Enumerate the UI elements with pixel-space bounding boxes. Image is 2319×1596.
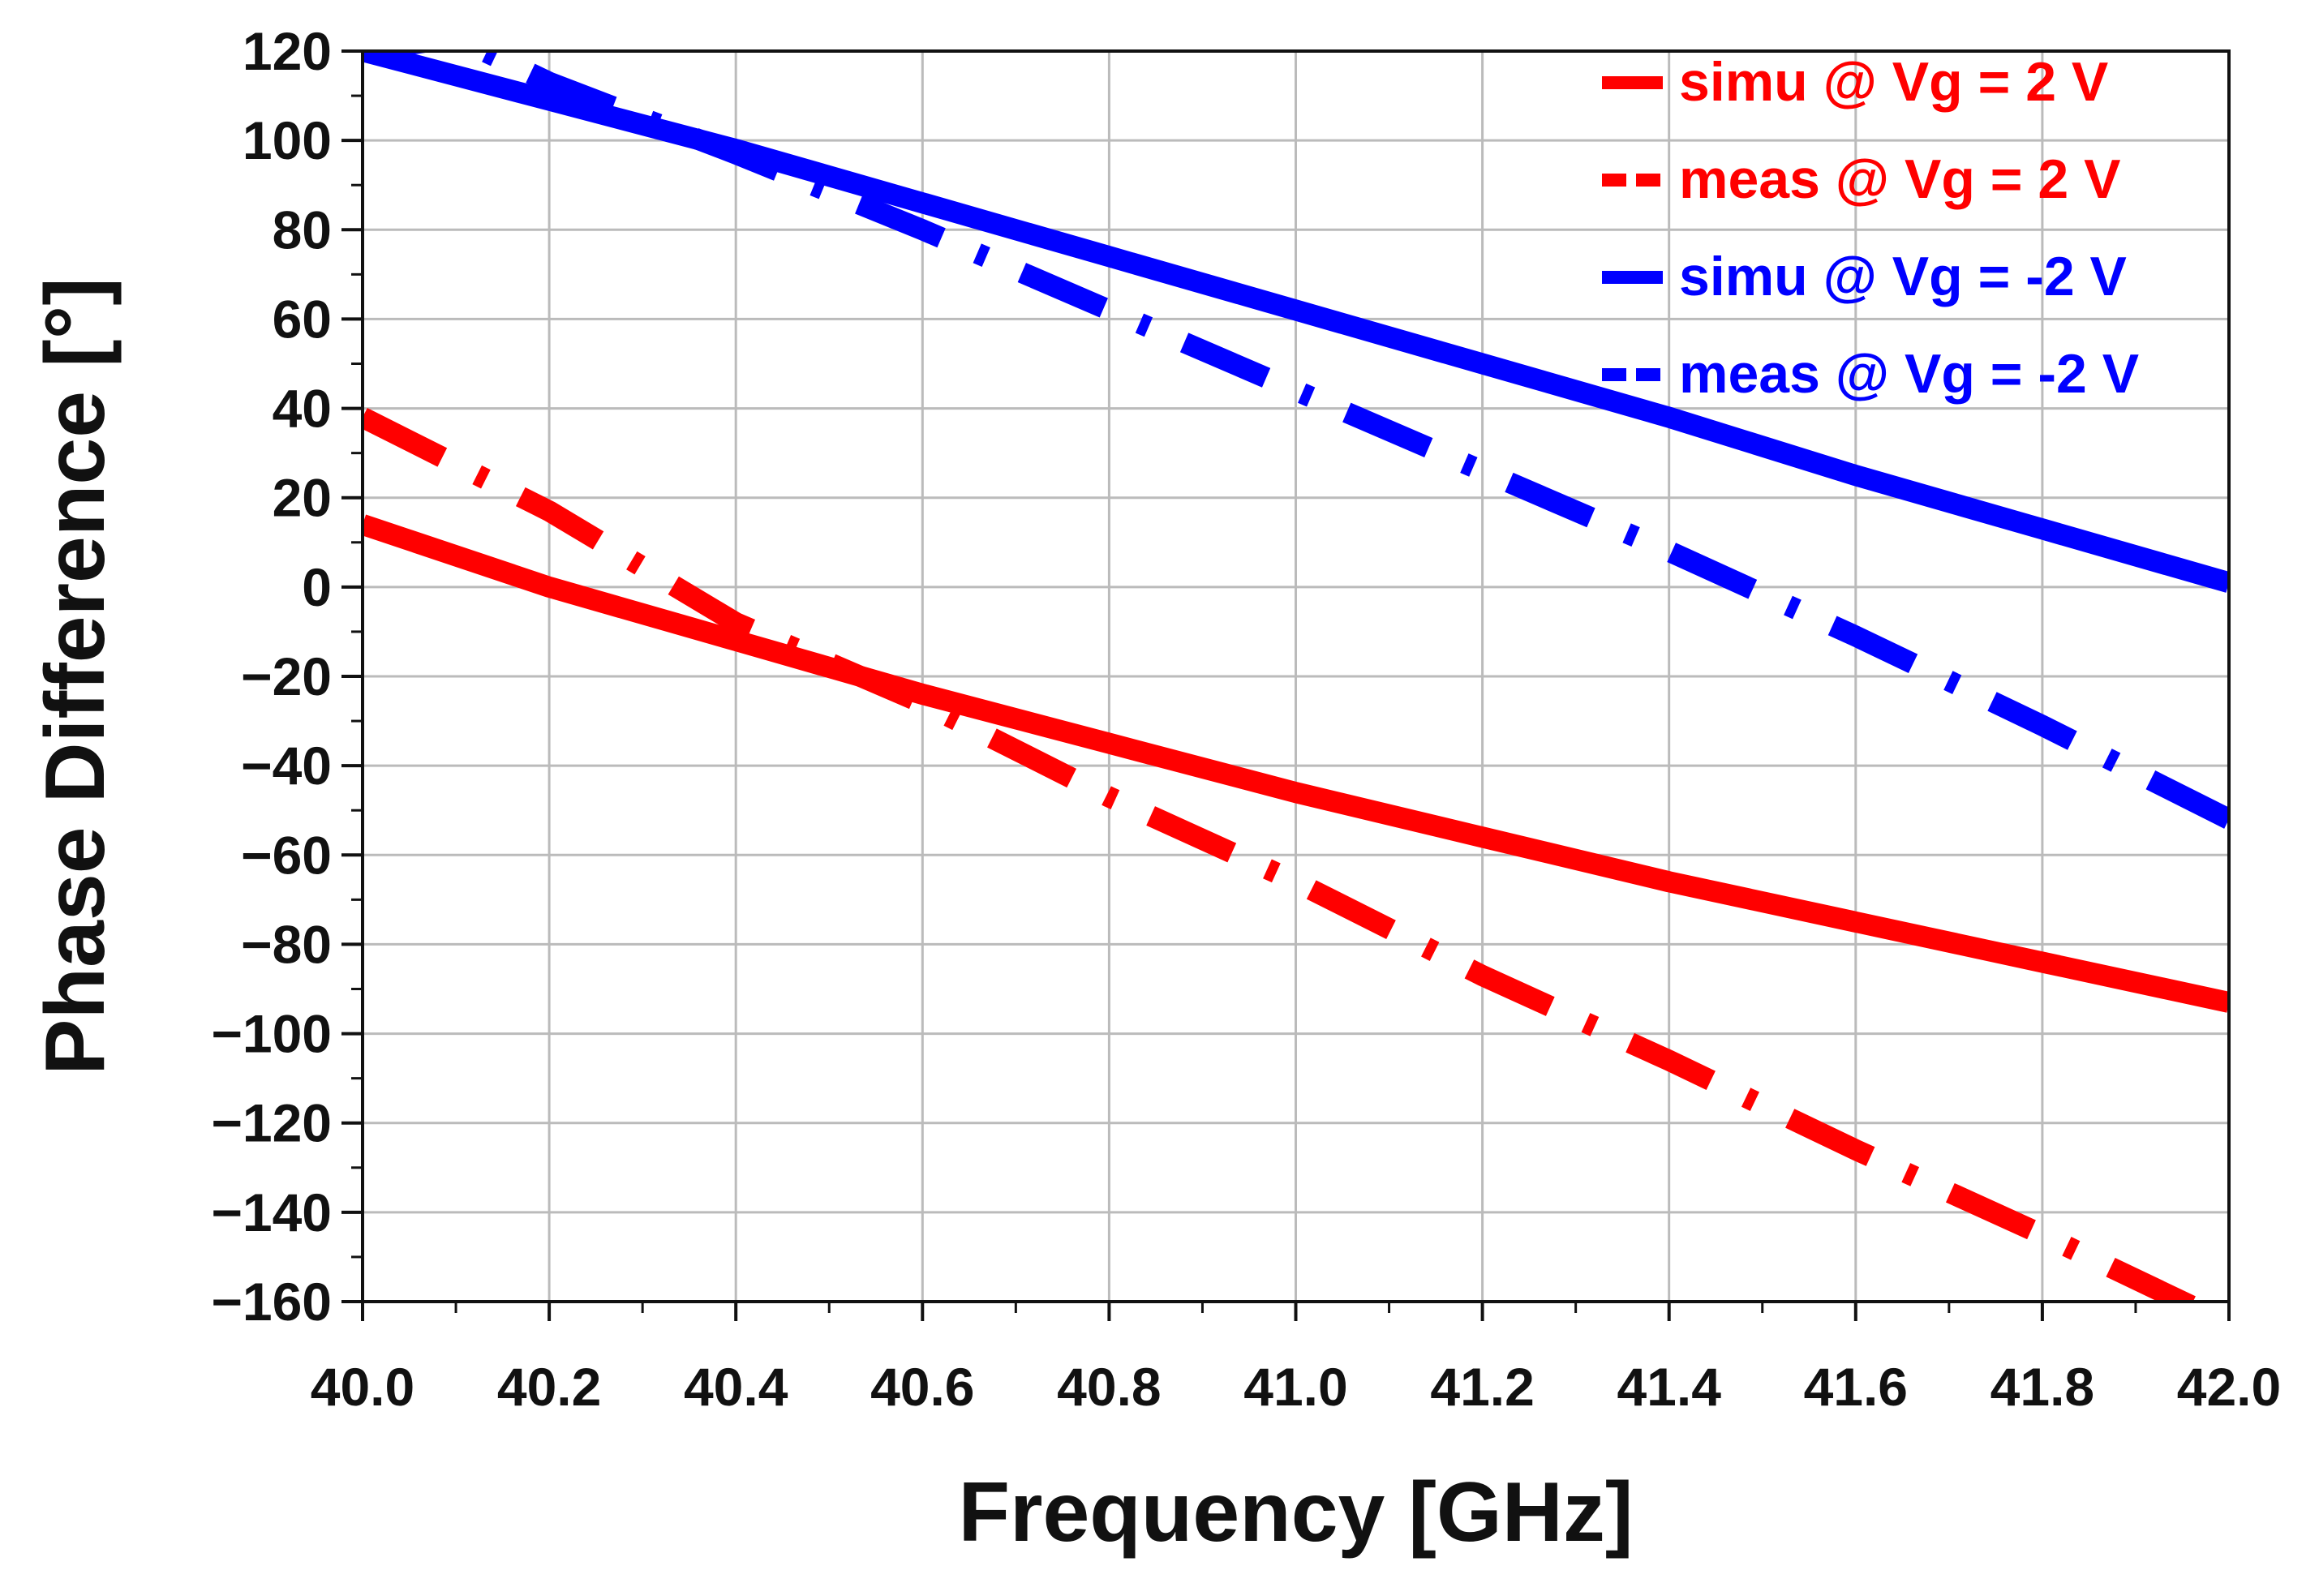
series-layer: [363, 51, 2229, 1302]
x-tick-label: 41.4: [1617, 1357, 1721, 1417]
x-tick-label: 41.6: [1804, 1357, 1908, 1417]
legend-label-4: meas @ Vg = -2 V: [1679, 343, 2139, 405]
legend-label-3: simu @ Vg = -2 V: [1679, 246, 2127, 307]
tick-marks: [341, 49, 2231, 1321]
y-tick-label: 0: [302, 557, 332, 617]
y-tick-label: 40: [273, 379, 332, 439]
x-axis-title: Frequency [GHz]: [958, 1465, 1633, 1560]
y-tick-label: 20: [273, 468, 332, 528]
y-tick-label: 100: [243, 110, 332, 170]
y-tick-label: 80: [273, 200, 332, 260]
x-tick-label: 41.2: [1430, 1357, 1534, 1417]
legend-label-2: meas @ Vg = 2 V: [1679, 148, 2120, 210]
series-line-4: [363, 51, 2229, 829]
y-tick-label: −80: [241, 914, 332, 974]
x-tick-label: 40.2: [497, 1357, 601, 1417]
y-tick-label: −140: [211, 1182, 332, 1242]
legend: simu @ Vg = 2 V meas @ Vg = 2 V simu @ Vg …: [1602, 51, 2139, 405]
y-tick-label: −120: [211, 1093, 332, 1153]
series-line-3: [363, 51, 2229, 593]
series-line-2: [363, 407, 2207, 1302]
y-tick-label: −100: [211, 1004, 332, 1064]
y-axis-title: Phase Difference [°]: [28, 277, 122, 1075]
y-tick-label: −40: [241, 736, 332, 796]
x-tick-label: 40.4: [684, 1357, 788, 1417]
series-line-1: [363, 514, 2229, 1013]
x-tick-label: 41.8: [1990, 1357, 2094, 1417]
x-tick-label: 41.0: [1243, 1357, 1347, 1417]
x-tick-label: 40.6: [870, 1357, 974, 1417]
x-tick-label: 42.0: [2177, 1357, 2281, 1417]
y-tick-label: −20: [241, 646, 332, 706]
y-tick-label: −160: [211, 1272, 332, 1332]
x-tick-label: 40.0: [311, 1357, 414, 1417]
legend-label-1: simu @ Vg = 2 V: [1679, 51, 2108, 113]
y-tick-label: 120: [243, 21, 332, 81]
y-tick-label: 60: [273, 289, 332, 349]
tick-labels: 40.0 40.2 40.4 40.6 40.8 41.0 41.2 41.4 41.6 41.8…: [211, 21, 2281, 1417]
x-tick-label: 40.8: [1057, 1357, 1161, 1417]
y-tick-label: −60: [241, 825, 332, 885]
